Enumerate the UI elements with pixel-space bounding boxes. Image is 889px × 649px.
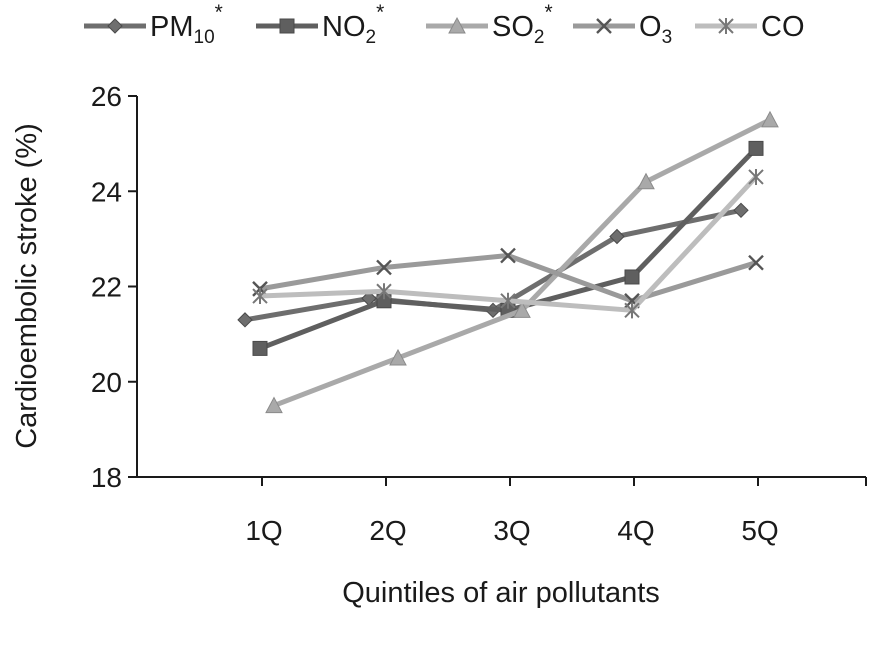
legend-marker (107, 18, 123, 34)
data-point-so2-2q (389, 348, 407, 366)
legend-label: PM10* (150, 1, 223, 48)
x-axis-title: Quintiles of air pollutants (342, 577, 660, 609)
data-point-so2-3q (513, 301, 531, 318)
data-point-no2-5q (748, 140, 764, 156)
legend-item-pm10: PM10* (84, 1, 223, 48)
data-point-co-1q (252, 288, 268, 305)
x-tick-label: 4Q (617, 515, 654, 546)
data-point-no2-4q (624, 269, 640, 285)
data-point-so2-5q (761, 110, 779, 128)
data-point-co-2q (376, 283, 392, 300)
y-tick-label: 22 (91, 272, 122, 303)
data-point-o3-2q (376, 259, 392, 276)
legend-item-no2: NO2* (256, 1, 384, 48)
data-point-no2-1q (252, 340, 268, 356)
legend-marker (718, 18, 734, 34)
x-tick-label: 3Q (493, 515, 530, 546)
data-point-co-4q (624, 302, 640, 319)
series-layer (237, 110, 779, 414)
y-tick-label: 26 (91, 81, 122, 112)
y-axis-title: Cardioembolic stroke (%) (11, 123, 43, 449)
legend-label: SO2* (492, 1, 553, 48)
series-line-co (259, 175, 758, 313)
legend-marker (279, 18, 295, 34)
legend-label: O3 (639, 11, 672, 48)
data-point-o3-3q (500, 247, 516, 264)
data-point-so2-1q (265, 396, 283, 414)
data-point-pm10-1q (237, 312, 253, 328)
data-point-co-3q (500, 292, 516, 309)
legend-item-o3: O3 (573, 11, 672, 48)
y-tick-label: 24 (91, 176, 122, 207)
series-so2 (265, 110, 779, 414)
x-tick-label: 1Q (245, 515, 282, 546)
legend-marker (448, 16, 466, 34)
legend-item-so2: SO2* (426, 1, 553, 48)
x-axis: 1Q 2Q 3Q 4Q 5Q (137, 476, 867, 546)
x-tick-label: 2Q (369, 515, 406, 546)
data-point-o3-5q (748, 254, 764, 271)
data-point-co-5q (748, 168, 764, 185)
y-tick-label: 20 (91, 367, 122, 398)
legend-marker (596, 18, 612, 34)
legend-label: CO (761, 11, 805, 43)
y-axis: 18 20 22 24 26 (91, 81, 138, 493)
legend-item-co: CO (695, 11, 805, 43)
series-line-no2 (259, 146, 758, 351)
data-point-pm10-5q (733, 202, 749, 219)
legend: PM10* NO2* SO2* O3 CO (84, 1, 805, 48)
data-point-so2-4q (637, 172, 655, 190)
data-point-pm10-4q (609, 228, 625, 245)
x-tick-label: 5Q (741, 515, 778, 546)
y-tick-label: 18 (91, 462, 122, 493)
series-no2 (252, 140, 764, 356)
series-co (252, 168, 764, 319)
legend-label: NO2* (322, 1, 384, 48)
